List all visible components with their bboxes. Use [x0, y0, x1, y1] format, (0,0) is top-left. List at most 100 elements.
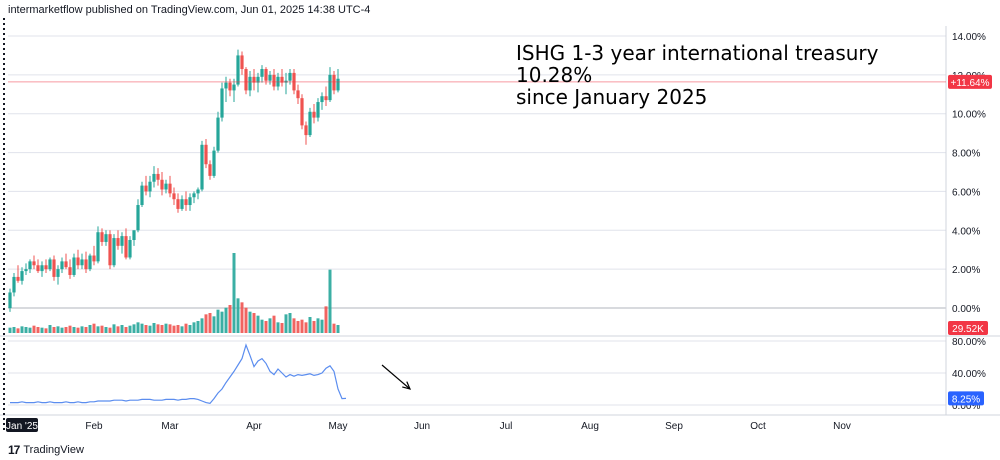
volume-bar [252, 313, 256, 333]
tradingview-footer[interactable]: 17 TradingView [8, 443, 84, 457]
candle-body [116, 238, 120, 246]
candle-body [160, 179, 164, 190]
volume-bar [232, 253, 236, 333]
candle-body [256, 76, 260, 83]
volume-bar [180, 326, 184, 333]
candle-body [172, 193, 176, 200]
candle-body [108, 234, 112, 266]
volume-bar [304, 322, 308, 333]
candle-body [224, 82, 228, 89]
candle-body [28, 261, 32, 270]
volume-bar [128, 325, 132, 333]
volume-bar [256, 315, 260, 333]
volume-bar [264, 321, 268, 333]
indicator-badge-label: 8.25% [952, 394, 980, 405]
volume-bar [148, 325, 152, 333]
candle-body [52, 259, 56, 277]
candle-body [192, 193, 196, 198]
volume-bar [92, 323, 96, 333]
candle-body [240, 55, 244, 70]
volume-bar [72, 327, 76, 333]
volume-bar [188, 325, 192, 333]
price-tick-label: 6.00% [952, 187, 980, 198]
volume-bar [12, 327, 16, 333]
candle-body [324, 96, 328, 101]
candle-body [236, 55, 240, 85]
volume-bar [68, 325, 72, 333]
candle-body [16, 276, 20, 281]
volume-bar [296, 321, 300, 333]
price-tick-label: 0.00% [952, 304, 980, 315]
time-axis-start-badge [6, 418, 38, 432]
volume-bar [204, 314, 208, 333]
volume-bar [324, 306, 328, 333]
candle-body [56, 269, 60, 277]
volume-bar [248, 311, 252, 333]
volume-bar [280, 323, 284, 333]
candle-body [308, 111, 312, 136]
candle-body [72, 257, 76, 275]
candle-body [64, 261, 68, 268]
candle-body [104, 234, 108, 242]
candle-body [200, 144, 204, 190]
candle-body [188, 197, 192, 206]
volume-bar [332, 323, 336, 333]
candle-body [196, 189, 200, 194]
time-axis-label: May [329, 421, 348, 432]
candle-body [80, 259, 84, 266]
volume-bar [200, 318, 204, 333]
volume-bar [168, 324, 172, 333]
candle-body [92, 255, 96, 262]
volume-bars [8, 253, 340, 333]
candle-body [88, 255, 92, 270]
price-tick-label: 8.00% [952, 149, 980, 160]
candle-body [136, 205, 140, 231]
candle-body [168, 183, 172, 194]
volume-bar [192, 322, 196, 333]
candle-body [12, 276, 16, 293]
volume-bar [244, 307, 248, 333]
candles [8, 49, 946, 312]
candle-body [164, 183, 168, 190]
indicator-pane [10, 343, 412, 405]
axes: 14.00%12.00%10.00%8.00%6.00%4.00%2.00%0.… [6, 32, 992, 432]
time-axis-label: Feb [85, 421, 103, 432]
candle-body [228, 82, 232, 91]
candle-body [20, 271, 24, 281]
volume-bar [124, 327, 128, 333]
volume-badge-label: 29.52K [952, 324, 984, 335]
chart-annotation: ISHG 1-3 year international treasury 10.… [516, 42, 936, 108]
candle-body [84, 259, 88, 270]
candle-body [124, 236, 128, 258]
volume-bar [108, 327, 112, 333]
volume-bar [176, 325, 180, 333]
indicator-tick-label: 0.00% [952, 401, 980, 412]
volume-bar [160, 325, 164, 333]
volume-bar [164, 323, 168, 333]
candle-body [288, 72, 292, 81]
indicator-line [10, 343, 347, 405]
volume-bar [60, 327, 64, 333]
indicator-tick-label: 40.00% [952, 369, 986, 380]
last-price-badge [948, 74, 992, 89]
candle-body [268, 74, 272, 81]
volume-bar [276, 322, 280, 333]
volume-bar [8, 327, 12, 333]
volume-bar [120, 325, 124, 333]
candle-body [304, 125, 308, 136]
candle-body [264, 69, 268, 81]
candle-body [48, 259, 52, 270]
volume-bar [336, 325, 340, 333]
candle-body [216, 117, 220, 151]
time-axis-label: Sep [665, 421, 683, 432]
volume-bar [228, 305, 232, 333]
tradingview-logo-icon: 17 [8, 443, 20, 457]
volume-bar [136, 322, 140, 333]
candle-body [316, 102, 320, 118]
candle-body [36, 265, 40, 272]
candle-body [220, 88, 224, 118]
volume-bar [16, 328, 20, 333]
candle-body [132, 230, 136, 240]
volume-bar [220, 311, 224, 333]
